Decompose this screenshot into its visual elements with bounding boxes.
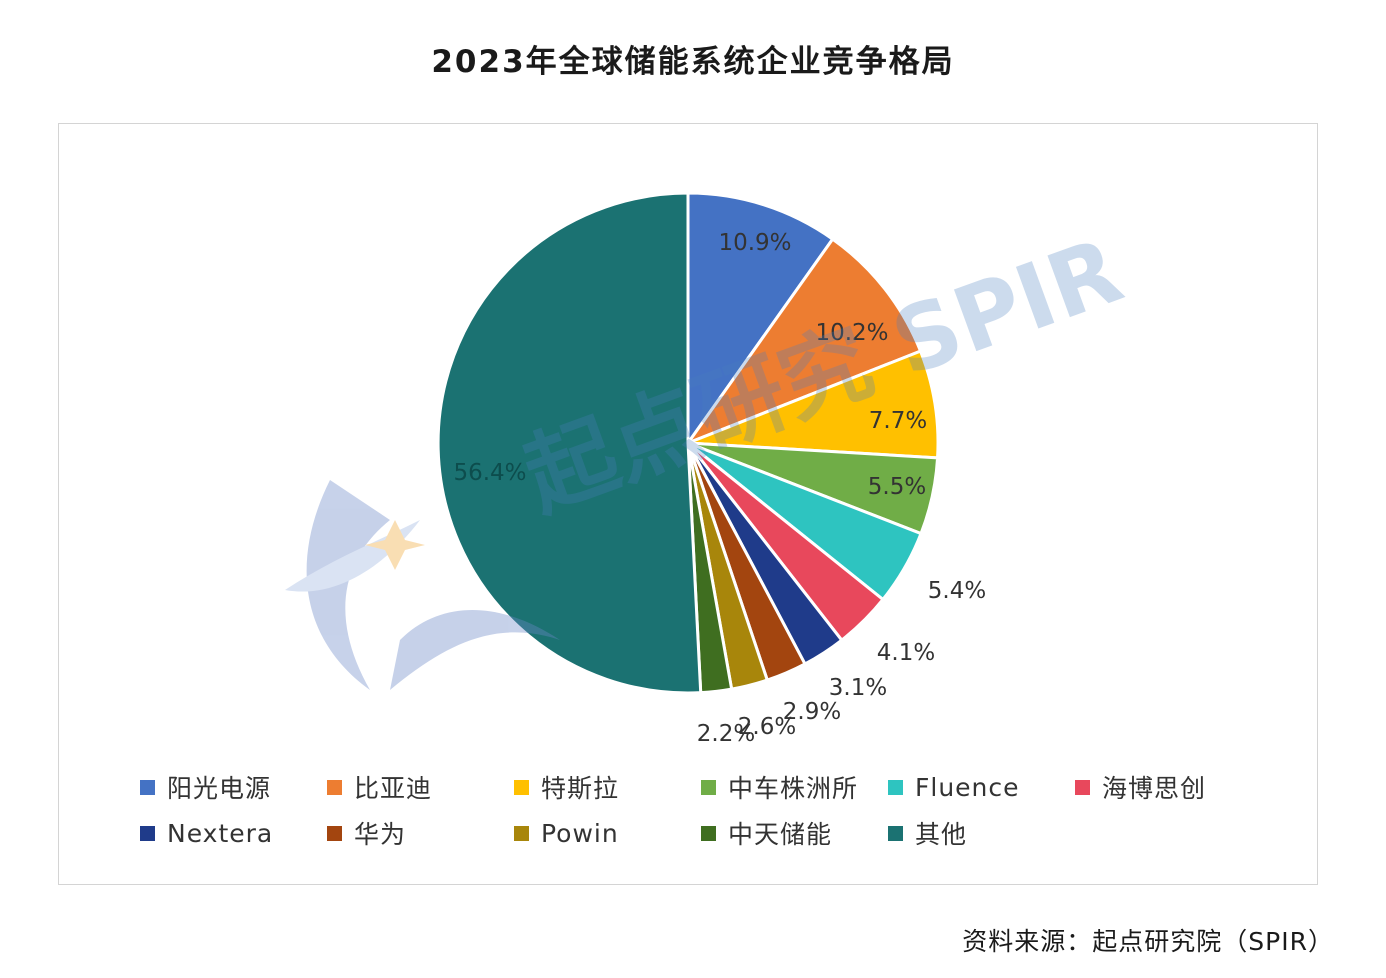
data-label-6: 4.1% (877, 640, 935, 666)
legend-swatch (701, 779, 716, 795)
data-label-10: 2.2% (697, 721, 755, 747)
legend-label: 比亚迪 (354, 774, 433, 803)
legend-swatch (514, 779, 529, 795)
data-label-7: 3.1% (829, 675, 887, 701)
legend-swatch (1075, 779, 1090, 795)
legend-swatch (140, 825, 155, 841)
legend-swatch (327, 825, 342, 841)
legend-label: 其他 (915, 820, 968, 849)
legend-label: Fluence (915, 772, 1020, 802)
legend-swatch (888, 779, 903, 795)
legend-item-10: 中天储能 (701, 818, 888, 849)
legend-item-7: Nextera (140, 818, 327, 848)
data-label-4: 5.5% (868, 474, 926, 500)
data-label-8: 2.9% (783, 699, 841, 725)
legend-swatch (514, 825, 529, 841)
source-note: 资料来源：起点研究院（SPIR） (962, 927, 1334, 956)
legend-label: Powin (541, 818, 619, 848)
legend-item-3: 特斯拉 (514, 772, 701, 803)
legend-item-11: 其他 (888, 818, 1075, 849)
legend-item-2: 比亚迪 (327, 772, 514, 803)
legend-label: 中天储能 (728, 820, 833, 849)
legend-label: 特斯拉 (541, 774, 620, 803)
chart-frame (58, 123, 1318, 885)
data-label-11: 56.4% (453, 460, 526, 486)
pie-slice-11 (436, 191, 703, 695)
data-label-1: 10.9% (718, 230, 791, 256)
legend-label: 海博思创 (1102, 774, 1207, 803)
legend-item-8: 华为 (327, 818, 514, 849)
legend-swatch (140, 779, 155, 795)
legend-item-4: 中车株洲所 (701, 772, 888, 803)
chart-title: 2023年全球储能系统企业竞争格局 (431, 44, 955, 80)
legend-swatch (327, 779, 342, 795)
legend-item-1: 阳光电源 (140, 772, 327, 803)
pie-slice-3 (687, 349, 940, 460)
legend-item-6: 海博思创 (1075, 772, 1275, 803)
legend-item-5: Fluence (888, 772, 1075, 802)
data-label-3: 7.7% (869, 408, 927, 434)
pie-slices (436, 191, 940, 695)
pie-slice-1 (686, 191, 835, 448)
legend-label: 阳光电源 (167, 774, 272, 803)
legend-swatch (888, 825, 903, 841)
legend-item-9: Powin (514, 818, 701, 848)
data-label-5: 5.4% (928, 578, 986, 604)
data-labels: 10.9% 10.2% 7.7% 5.5% 5.4% 4.1% 3.1%2.9%2.6%2.… (453, 230, 986, 747)
legend-label: 中车株洲所 (728, 774, 859, 803)
pie-slice-2 (683, 237, 923, 447)
legend-label: Nextera (167, 818, 274, 848)
legend-swatch (701, 825, 716, 841)
legend: 阳光电源 比亚迪 特斯拉 中车株洲所 Fluence 海博思创 Nextera 华为 Powin… (140, 772, 1290, 849)
legend-label: 华为 (354, 820, 407, 849)
data-label-9: 2.6% (738, 714, 796, 740)
data-label-2: 10.2% (815, 320, 888, 346)
